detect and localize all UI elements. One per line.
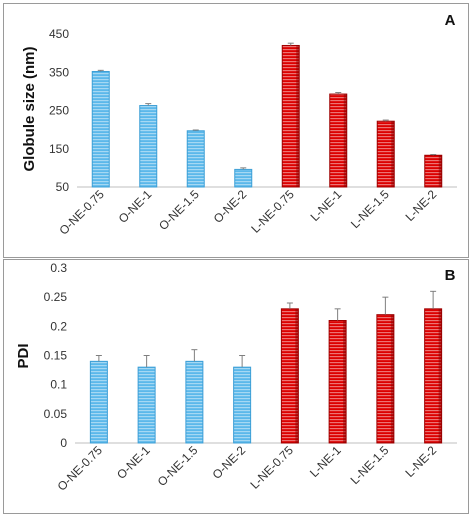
bar-shade xyxy=(295,308,299,443)
panel-b: 0 0.05 0.1 0.15 0.2 0.25 0.3 O-NE-0.75 O-NE-1 O-N… xyxy=(3,259,469,514)
bar xyxy=(89,360,108,444)
bar xyxy=(139,105,158,188)
y-tick-label: 350 xyxy=(49,65,69,79)
bar-shade xyxy=(438,308,442,443)
panel-label: B xyxy=(445,267,456,284)
bar xyxy=(137,366,156,444)
y-tick-label: 250 xyxy=(49,104,69,118)
bar-shade xyxy=(438,155,442,187)
y-tick-label: 0.25 xyxy=(44,290,68,304)
panel-a: 50 150 250 350 450 O-NE-0.75 O-NE-1 O-NE-1.5 O-N… xyxy=(3,3,469,258)
bar-shade xyxy=(343,94,347,187)
x-tick-label: O-NE-1 xyxy=(116,187,155,226)
y-tick-label: 450 xyxy=(49,27,69,41)
pdi-chart: 00.050.10.150.20.250.3O-NE-0.75 O-NE-1 O-N… xyxy=(15,261,457,494)
bar-shade xyxy=(343,320,347,443)
y-axis-title: PDI xyxy=(15,343,32,368)
bar xyxy=(233,366,252,444)
y-axis-title: Globule size (nm) xyxy=(21,46,38,171)
bar-shade xyxy=(390,314,394,443)
bar-shade xyxy=(296,45,300,187)
x-tick-label: L-NE-1.5 xyxy=(348,443,392,487)
y-tick-label: 0.2 xyxy=(50,319,67,333)
x-tick-label: L-NE-0.75 xyxy=(248,187,297,236)
x-tick-label: O-NE-1.5 xyxy=(156,187,202,233)
x-tick-label: O-NE-0.75 xyxy=(55,443,106,494)
y-tick-label: 150 xyxy=(49,142,69,156)
bar xyxy=(234,168,253,188)
x-tick-label: L-NE-2 xyxy=(402,443,439,480)
panel-label: A xyxy=(445,12,456,29)
x-tick-label: O-NE-1 xyxy=(114,443,153,482)
x-tick-label: O-NE-2 xyxy=(211,187,250,226)
y-tick-label: 0.15 xyxy=(44,349,68,363)
y-tick-label: 0.1 xyxy=(50,378,67,392)
y-tick-label: 50 xyxy=(56,180,70,194)
x-tick-label: L-NE-1.5 xyxy=(348,187,392,231)
y-tick-label: 0 xyxy=(60,436,67,450)
bar-shade xyxy=(391,121,395,187)
x-tick-label: O-NE-1.5 xyxy=(155,443,201,489)
x-tick-label: L-NE-2 xyxy=(403,187,440,224)
y-tick-label: 0.3 xyxy=(50,261,67,275)
x-tick-label: O-NE-0.75 xyxy=(56,187,107,238)
bar xyxy=(185,360,204,444)
bar xyxy=(91,70,110,188)
x-tick-label: L-NE-1 xyxy=(307,443,344,480)
bar xyxy=(186,130,205,188)
y-tick-label: 0.05 xyxy=(44,407,68,421)
x-tick-label: O-NE-2 xyxy=(210,443,249,482)
globule-size-chart: 50 150 250 350 450 O-NE-0.75 O-NE-1 O-NE-1.5 O-N… xyxy=(21,12,457,238)
x-tick-label: L-NE-1 xyxy=(308,187,345,224)
x-tick-label: L-NE-0.75 xyxy=(247,443,296,492)
